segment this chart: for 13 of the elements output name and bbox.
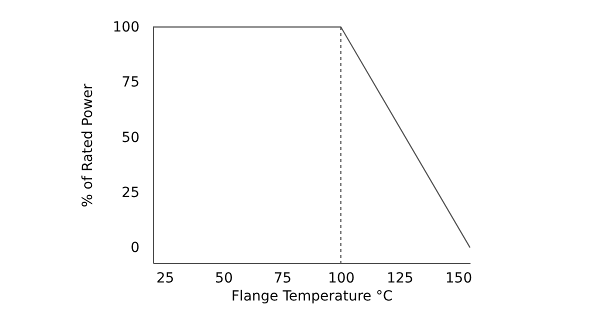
x-tick-label: 150 <box>445 270 472 286</box>
y-tick-label: 25 <box>122 184 140 201</box>
y-tick-label: 100 <box>112 20 140 36</box>
x-tick-label: 100 <box>328 270 355 286</box>
y-tick-label: 50 <box>122 130 140 146</box>
x-tick-label: 125 <box>386 270 414 286</box>
x-tick-label: 75 <box>274 270 292 286</box>
y-tick-label: 75 <box>122 74 140 91</box>
x-axis-title: Flange Temperature °C <box>231 288 393 304</box>
y-tick-label: 0 <box>130 240 140 256</box>
x-tick-label: 50 <box>215 270 233 286</box>
y-axis-title: % of Rated Power <box>80 84 96 208</box>
x-tick-label: 25 <box>156 270 174 286</box>
